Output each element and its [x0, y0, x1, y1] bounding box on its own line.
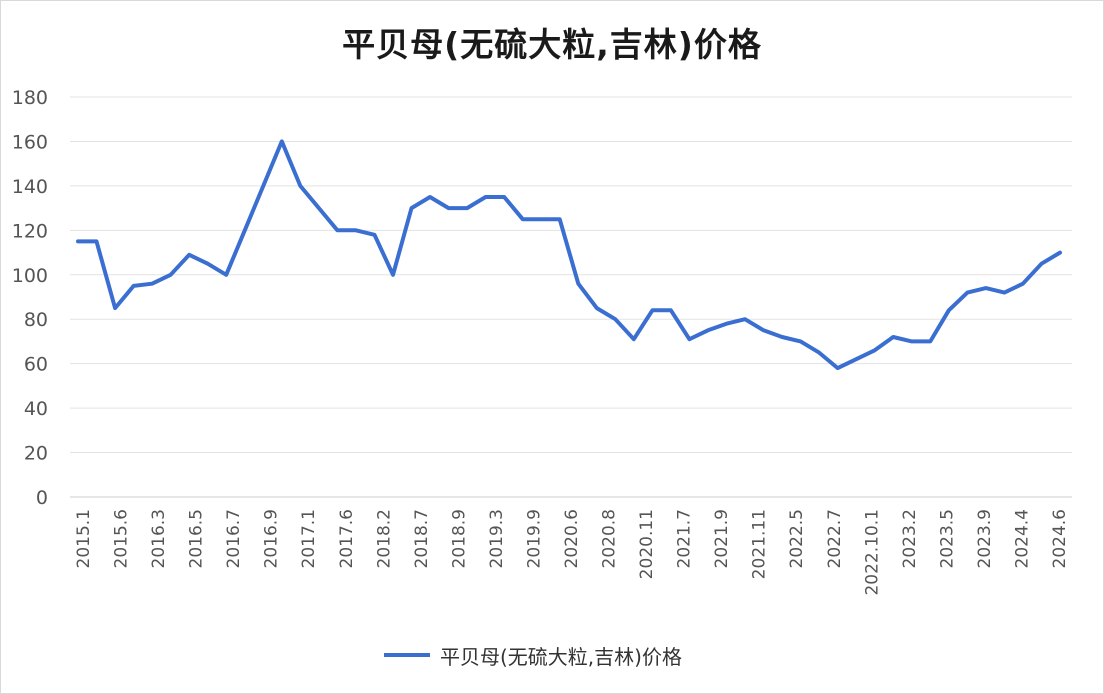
x-tick-label: 2020.6 — [562, 509, 582, 568]
y-axis-ticks: 0 20 40 60 80 100 120 140 160 180 — [12, 87, 48, 509]
x-tick-label: 2024.6 — [1050, 509, 1070, 568]
legend: 平贝母(无硫大粒,吉林)价格 — [384, 640, 682, 670]
x-tick-label: 2018.2 — [374, 509, 394, 568]
x-tick-label: 2023.9 — [975, 509, 995, 568]
y-tick-label: 80 — [24, 309, 48, 331]
y-tick-label: 20 — [24, 443, 48, 465]
x-tick-label: 2016.3 — [149, 509, 169, 568]
x-tick-label: 2021.7 — [675, 509, 695, 568]
x-tick-label: 2018.9 — [449, 509, 469, 568]
y-tick-label: 120 — [12, 220, 48, 242]
x-tick-label: 2017.1 — [299, 509, 319, 568]
x-tick-label: 2020.8 — [600, 509, 620, 568]
gridlines — [70, 96, 1072, 498]
x-tick-label: 2023.2 — [900, 509, 920, 568]
series-line — [76, 139, 1062, 371]
x-tick-label: 2024.4 — [1012, 509, 1032, 568]
y-tick-label: 40 — [24, 398, 48, 420]
y-tick-label: 140 — [12, 176, 48, 198]
x-tick-label: 2021.11 — [750, 509, 770, 579]
x-tick-label: 2023.5 — [937, 509, 957, 568]
x-axis-ticks: 2015.1 2015.6 2016.3 2016.5 2016.7 2016.9 2017… — [74, 509, 1070, 596]
x-tick-label: 2019.3 — [487, 509, 507, 568]
chart-title: 平贝母(无硫大粒,吉林)价格 — [342, 25, 762, 64]
y-tick-label: 100 — [12, 265, 48, 287]
x-tick-label: 2016.7 — [224, 509, 244, 568]
x-tick-label: 2022.7 — [825, 509, 845, 568]
y-tick-label: 60 — [24, 354, 48, 376]
series-layer — [76, 139, 1062, 371]
x-tick-label: 2022.5 — [787, 509, 807, 568]
x-tick-label: 2018.7 — [412, 509, 432, 568]
y-tick-label: 160 — [12, 131, 48, 153]
x-tick-label: 2021.9 — [712, 509, 732, 568]
x-tick-label: 2017.6 — [337, 509, 357, 568]
legend-line-swatch — [384, 653, 430, 657]
x-tick-label: 2015.1 — [74, 509, 94, 568]
legend-label: 平贝母(无硫大粒,吉林)价格 — [440, 644, 682, 669]
x-tick-label: 2016.5 — [187, 509, 207, 568]
x-tick-label: 2022.10.1 — [862, 509, 882, 596]
y-tick-label: 0 — [36, 487, 48, 509]
x-tick-label: 2019.9 — [524, 509, 544, 568]
y-tick-label: 180 — [12, 87, 48, 109]
x-tick-label: 2020.11 — [637, 509, 657, 579]
x-tick-label: 2016.9 — [262, 509, 282, 568]
x-tick-label: 2015.6 — [112, 509, 132, 568]
